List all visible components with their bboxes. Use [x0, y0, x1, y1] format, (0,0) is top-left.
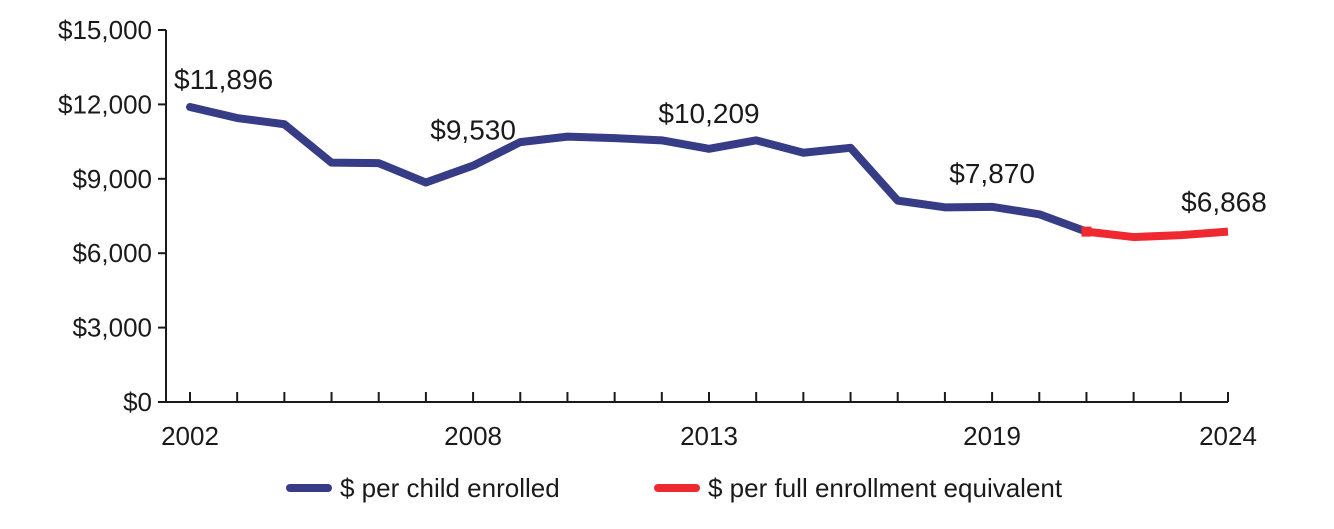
- data-label: $6,868: [1181, 187, 1267, 218]
- y-tick-label: $12,000: [58, 89, 152, 119]
- x-tick-label: 2002: [161, 421, 219, 451]
- series-line: [1085, 227, 1229, 242]
- x-tick-label: 2013: [680, 421, 738, 451]
- series-transition-marker: [1081, 226, 1092, 237]
- x-tick-label: 2024: [1199, 421, 1257, 451]
- x-tick-label: 2008: [444, 421, 502, 451]
- legend-label: $ per full enrollment equivalent: [708, 473, 1063, 503]
- data-label: $10,209: [658, 98, 759, 129]
- series-line: [186, 102, 1091, 236]
- y-tick-label: $3,000: [72, 313, 152, 343]
- data-label: $9,530: [430, 115, 516, 146]
- data-label: $11,896: [174, 64, 273, 95]
- y-tick-label: $9,000: [72, 164, 152, 194]
- axes: $0 $3,000 $6,000 $9,000 $12,000 $15,000 2002 20…: [58, 15, 1257, 451]
- plot-area: [186, 102, 1229, 242]
- data-annotations: $11,896 $9,530 $10,209 $7,870 $6,868: [174, 64, 1267, 218]
- y-tick-label: $6,000: [72, 238, 152, 268]
- data-label: $7,870: [949, 158, 1035, 189]
- y-tick-label: $0: [123, 387, 152, 417]
- legend: $ per child enrolled $ per full enrollmen…: [286, 473, 1063, 503]
- x-tick-label: 2019: [963, 421, 1021, 451]
- legend-label: $ per child enrolled: [340, 473, 560, 503]
- y-tick-label: $15,000: [58, 15, 152, 45]
